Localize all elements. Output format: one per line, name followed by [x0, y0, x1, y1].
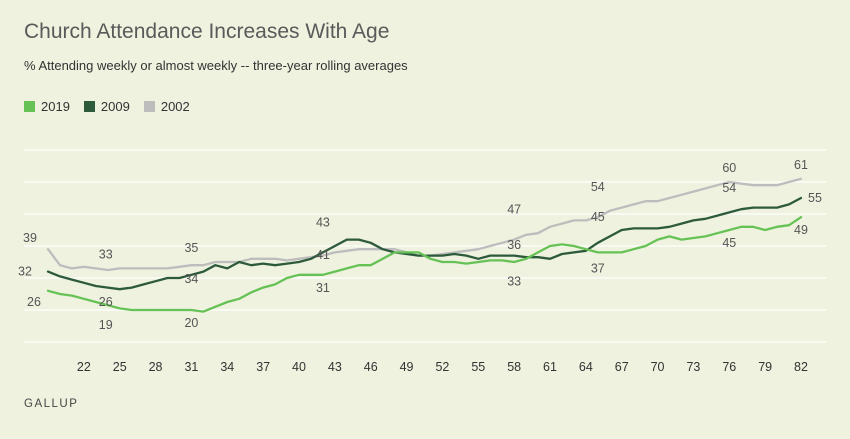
series-lines — [46, 177, 803, 313]
x-tick-label: 28 — [149, 360, 163, 374]
legend-swatch-2019 — [24, 101, 35, 112]
data-label-2019-age-42: 31 — [316, 281, 330, 295]
legend-item-2009[interactable]: 2009 — [83, 99, 130, 114]
legend-item-2002[interactable]: 2002 — [143, 99, 190, 114]
x-tick-label: 46 — [364, 360, 378, 374]
data-label-2002-age-24: 33 — [99, 247, 113, 261]
data-label-2019-age-31: 20 — [184, 316, 198, 330]
data-label-2009-age-42: 43 — [316, 215, 330, 229]
x-tick-label: 25 — [113, 360, 127, 374]
legend-item-2019[interactable]: 2019 — [24, 99, 70, 114]
chart-subtitle: % Attending weekly or almost weekly -- t… — [24, 58, 408, 73]
data-label-2009-age-76: 54 — [722, 181, 736, 195]
x-tick-label: 64 — [579, 360, 593, 374]
x-tick-label: 61 — [543, 360, 557, 374]
series-line-2009[interactable] — [46, 196, 803, 291]
data-label-2009-age-58: 36 — [507, 238, 521, 252]
data-label-2019-age-19: 26 — [27, 295, 41, 309]
x-tick-label: 55 — [471, 360, 485, 374]
x-tick-label: 67 — [615, 360, 629, 374]
data-label-2019-age-82: 49 — [794, 223, 808, 237]
x-tick-label: 58 — [507, 360, 521, 374]
x-tick-label: 82 — [794, 360, 808, 374]
data-label-2009-age-65: 45 — [591, 210, 605, 224]
data-label-2019-age-24: 19 — [99, 318, 113, 332]
x-tick-label: 52 — [435, 360, 449, 374]
legend-label-2002: 2002 — [160, 99, 190, 114]
x-tick-label: 31 — [184, 360, 198, 374]
data-label-2009-age-31: 35 — [184, 241, 198, 255]
x-tick-label: 43 — [328, 360, 342, 374]
x-tick-label: 70 — [651, 360, 665, 374]
data-labels: 39 32 26 33 26 19 35 34 20 43 41 31 47 36 33 54 45 37 60 54… — [18, 158, 822, 332]
x-tick-label: 40 — [292, 360, 306, 374]
data-label-2019-age-58: 33 — [507, 274, 521, 288]
x-tick-label: 34 — [220, 360, 234, 374]
legend-swatch-2002 — [143, 101, 155, 112]
source-label: GALLUP — [24, 398, 79, 410]
x-tick-label: 37 — [256, 360, 270, 374]
data-label-2002-age-76: 60 — [722, 161, 736, 175]
data-label-2019-age-76: 45 — [722, 236, 736, 250]
gridlines — [24, 149, 826, 343]
data-label-2002-age-58: 47 — [507, 203, 521, 217]
legend-swatch-2009 — [83, 101, 95, 112]
x-tick-label: 22 — [77, 360, 91, 374]
legend-label-2019: 2019 — [41, 99, 70, 114]
x-axis: 22 25 28 31 34 37 40 43 46 49 52 55 58 61 64 67 70 73 76 79… — [77, 360, 808, 374]
legend-label-2009: 2009 — [100, 99, 130, 114]
data-label-2002-age-31: 34 — [184, 272, 198, 286]
series-line-2019[interactable] — [46, 216, 803, 313]
x-tick-label: 79 — [758, 360, 772, 374]
data-label-2009-age-19: 32 — [18, 265, 32, 279]
data-label-2002-age-19: 39 — [23, 231, 37, 245]
data-label-2019-age-65: 37 — [591, 262, 605, 276]
data-label-2002-age-82: 61 — [794, 158, 808, 172]
legend: 2019 2009 2002 — [24, 99, 204, 114]
x-tick-label: 76 — [722, 360, 736, 374]
data-label-2009-age-82: 55 — [808, 191, 822, 205]
x-tick-label: 73 — [686, 360, 700, 374]
data-label-2009-age-24: 26 — [99, 295, 113, 309]
chart-title: Church Attendance Increases With Age — [24, 20, 390, 43]
data-label-2002-age-42: 41 — [316, 248, 330, 262]
x-tick-label: 49 — [400, 360, 414, 374]
data-label-2002-age-65: 54 — [591, 180, 605, 194]
